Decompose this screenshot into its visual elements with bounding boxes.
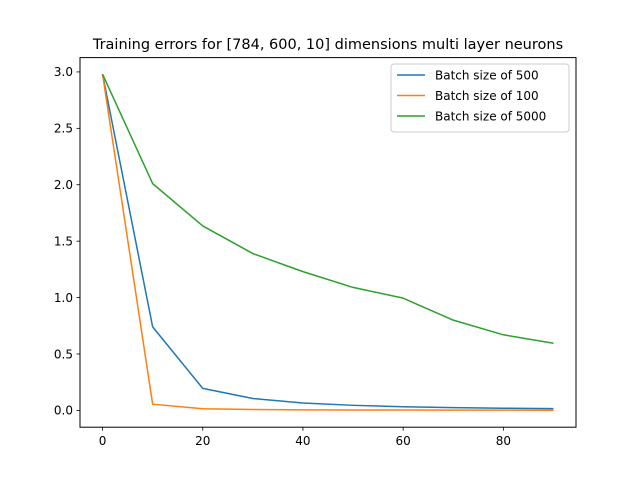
series-group: [101, 73, 554, 412]
legend-box: [390, 63, 570, 133]
y-axis: 0.0 0.5 1.0 1.5 2.0 2.5 3.0: [54, 65, 80, 418]
y-tick-label-3: 1.5: [54, 234, 73, 248]
y-tick-label-4: 2.0: [54, 178, 73, 192]
x-tick-label-0: 0: [99, 434, 107, 448]
chart-title: Training errors for [784, 600, 10] dimen…: [92, 37, 563, 53]
y-tick-label-0: 0.0: [54, 404, 73, 418]
y-tick-label-5: 2.5: [54, 122, 73, 136]
y-tick-label-2: 1.0: [54, 291, 73, 305]
legend: Batch size of 500 Batch size of 100 Batch …: [390, 63, 570, 133]
legend-label-3: Batch size of 5000: [435, 109, 546, 123]
x-tick-label-4: 80: [496, 434, 511, 448]
legend-label-1: Batch size of 500: [435, 68, 539, 82]
series-line-3: [101, 73, 554, 345]
series-line-2: [101, 74, 554, 412]
x-tick-label-2: 40: [295, 434, 310, 448]
x-axis: 0 20 40 60 80: [99, 427, 511, 448]
plot-frame: [79, 57, 577, 428]
series-line-1: [101, 74, 554, 410]
x-tick-label-1: 20: [195, 434, 210, 448]
x-tick-label-3: 60: [396, 434, 411, 448]
y-tick-label-6: 3.0: [54, 65, 73, 79]
y-tick-label-1: 0.5: [54, 347, 73, 361]
legend-label-2: Batch size of 100: [435, 89, 539, 103]
